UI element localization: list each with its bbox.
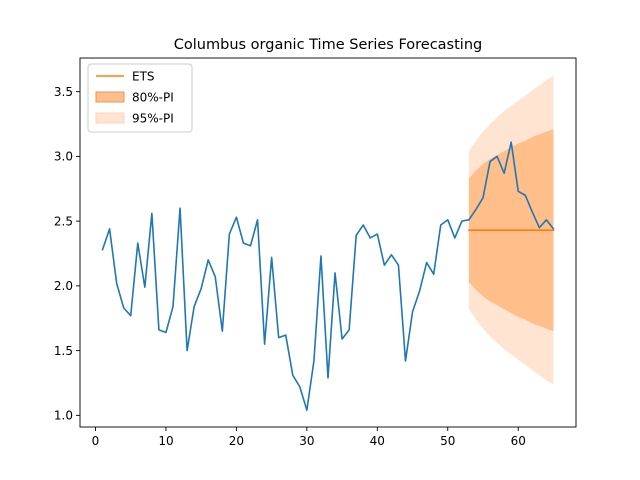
y-tick-label: 1.0 bbox=[54, 409, 73, 423]
axes: 0 10 20 30 40 50 60 1.0 1.5 2.0 2.5 3.0 3.5 bbox=[54, 57, 577, 448]
y-tick-label: 2.5 bbox=[54, 214, 73, 228]
legend-label-95-pi: 95%-PI bbox=[132, 111, 174, 125]
x-tick-label: 50 bbox=[440, 434, 455, 448]
legend-swatch-80-pi bbox=[95, 91, 125, 103]
y-tick-label: 2.0 bbox=[54, 279, 73, 293]
legend-swatch-95-pi bbox=[95, 112, 125, 124]
axes-frame bbox=[79, 57, 577, 428]
x-tick-label: 20 bbox=[229, 434, 244, 448]
series-line-0 bbox=[101, 141, 555, 411]
y-tick-label: 3.5 bbox=[54, 85, 73, 99]
y-tick-label: 3.0 bbox=[54, 150, 73, 164]
legend: ETS 80%-PI 95%-PI bbox=[87, 63, 193, 133]
x-tick-label: 40 bbox=[370, 434, 385, 448]
y-tick-label: 1.5 bbox=[54, 344, 73, 358]
x-tick-label: 60 bbox=[511, 434, 526, 448]
x-tick-label: 0 bbox=[92, 434, 100, 448]
legend-label-ets: ETS bbox=[132, 69, 155, 83]
x-tick-label: 10 bbox=[158, 434, 173, 448]
plot-area bbox=[101, 76, 555, 411]
legend-label-80-pi: 80%-PI bbox=[132, 90, 174, 104]
chart-title: Columbus organic Time Series Forecasting bbox=[174, 37, 482, 53]
x-tick-label: 30 bbox=[299, 434, 314, 448]
